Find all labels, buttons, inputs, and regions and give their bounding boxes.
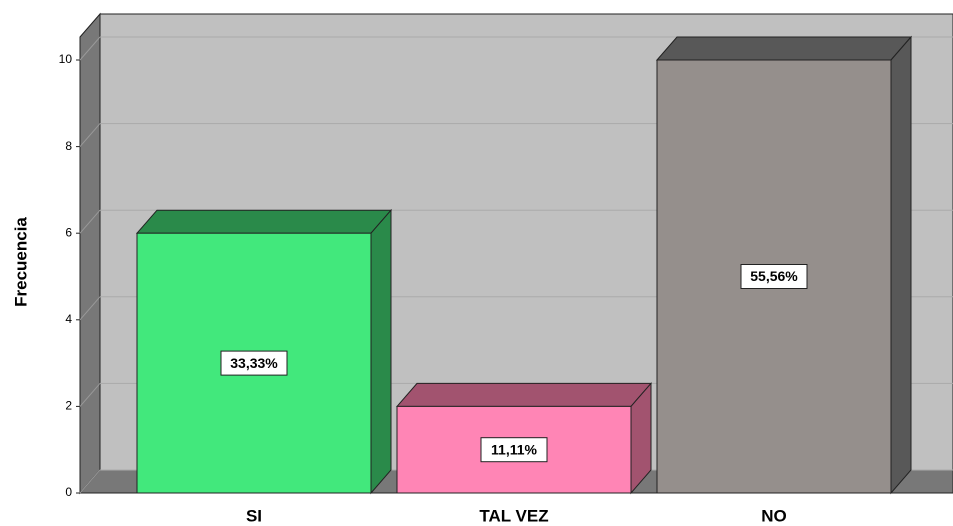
data-label: 33,33%	[230, 355, 278, 371]
bar-top	[655, 36, 913, 61]
grid-line	[79, 383, 101, 407]
y-tick-label: 6	[65, 225, 72, 239]
grid-line	[79, 123, 101, 147]
y-axis-label: Frecuencia	[11, 217, 30, 307]
y-tick-label: 4	[65, 312, 72, 326]
grid-line	[79, 296, 101, 321]
bar-side	[370, 208, 392, 495]
grid-line	[79, 469, 101, 494]
x-tick-label: TAL VEZ	[479, 506, 548, 525]
bar	[656, 59, 892, 494]
x-tick-label: SI	[246, 506, 262, 525]
x-tick-label: NO	[761, 506, 787, 525]
y-tick-label: 0	[65, 485, 72, 499]
side-wall	[79, 12, 101, 495]
bar-top	[395, 382, 653, 407]
data-label-box	[480, 437, 548, 463]
data-label: 55,56%	[750, 268, 798, 284]
grid-line	[79, 209, 101, 234]
y-tick-label: 10	[59, 52, 73, 66]
bar-top	[135, 209, 393, 234]
data-label-box	[220, 350, 288, 376]
data-label: 11,11%	[491, 441, 537, 457]
data-label-box	[740, 264, 808, 289]
grid-line	[79, 36, 101, 61]
y-tick-label: 2	[65, 399, 72, 413]
bar-side	[890, 35, 912, 495]
y-tick-label: 8	[65, 139, 72, 153]
